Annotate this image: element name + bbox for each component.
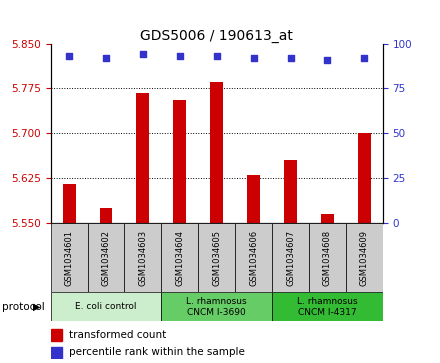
Text: E. coli control: E. coli control <box>75 302 137 311</box>
Bar <box>62 184 76 223</box>
Bar <box>247 175 260 223</box>
Text: transformed count: transformed count <box>69 330 166 340</box>
Text: L. rhamnosus
CNCM I-4317: L. rhamnosus CNCM I-4317 <box>297 297 358 317</box>
Point <box>250 55 257 61</box>
Bar <box>161 292 272 321</box>
Text: GSM1034609: GSM1034609 <box>360 230 369 286</box>
Bar <box>198 223 235 292</box>
Text: GSM1034602: GSM1034602 <box>102 230 110 286</box>
Bar <box>51 329 62 342</box>
Text: GSM1034606: GSM1034606 <box>249 230 258 286</box>
Bar <box>309 223 346 292</box>
Bar <box>272 223 309 292</box>
Bar <box>272 292 383 321</box>
Text: GSM1034603: GSM1034603 <box>138 230 147 286</box>
Point <box>176 53 183 59</box>
Bar <box>321 214 334 223</box>
Bar <box>99 208 113 223</box>
Bar <box>210 82 223 223</box>
Point <box>213 53 220 59</box>
Bar <box>235 223 272 292</box>
Point <box>287 55 294 61</box>
Point <box>66 53 73 59</box>
Text: GSM1034608: GSM1034608 <box>323 230 332 286</box>
Bar <box>346 223 383 292</box>
Text: GSM1034601: GSM1034601 <box>65 230 73 286</box>
Bar <box>136 93 149 223</box>
Bar <box>51 292 161 321</box>
Text: ▶: ▶ <box>33 302 40 312</box>
Bar <box>51 223 88 292</box>
Text: GSM1034607: GSM1034607 <box>286 230 295 286</box>
Point <box>324 57 331 63</box>
Text: GSM1034605: GSM1034605 <box>212 230 221 286</box>
Bar <box>51 347 62 359</box>
Text: L. rhamnosus
CNCM I-3690: L. rhamnosus CNCM I-3690 <box>187 297 247 317</box>
Text: protocol: protocol <box>2 302 45 312</box>
Point <box>361 55 368 61</box>
Point <box>139 52 147 57</box>
Bar <box>358 133 371 223</box>
Bar <box>161 223 198 292</box>
Bar <box>88 223 125 292</box>
Title: GDS5006 / 190613_at: GDS5006 / 190613_at <box>140 29 293 42</box>
Text: percentile rank within the sample: percentile rank within the sample <box>69 347 245 358</box>
Bar <box>173 101 186 223</box>
Bar <box>284 160 297 223</box>
Bar <box>125 223 161 292</box>
Text: GSM1034604: GSM1034604 <box>175 230 184 286</box>
Point <box>103 55 110 61</box>
